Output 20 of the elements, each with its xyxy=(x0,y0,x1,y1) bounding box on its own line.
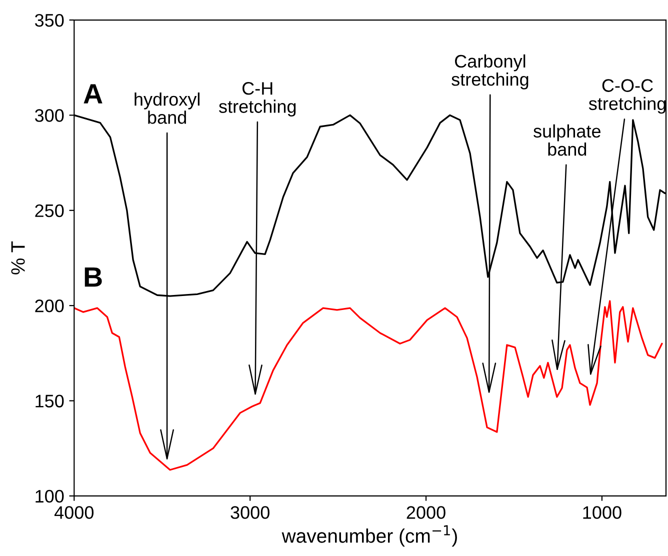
annotation: C-H stretching xyxy=(218,82,296,117)
annotation: Carbonyl stretching xyxy=(452,54,528,90)
series-label: B xyxy=(84,267,102,287)
annotation: sulphate band xyxy=(534,124,600,156)
x-tick-label: 4000 xyxy=(54,506,94,519)
line-series xyxy=(74,300,663,471)
x-tick-label: 1000 xyxy=(583,506,622,519)
y-tick-label: 300 xyxy=(34,109,64,122)
y-tick-label: 350 xyxy=(34,14,64,27)
x-axis-title: wavenumber (cm$^{−1}$) xyxy=(282,525,457,547)
y-axis-title: % T xyxy=(11,241,25,274)
x-tick-label: 2000 xyxy=(406,506,446,519)
series-label: A xyxy=(84,84,102,104)
y-tick-label: 250 xyxy=(35,204,64,218)
y-tick-label: 150 xyxy=(36,394,64,408)
annotation: hydroxyl band xyxy=(134,92,200,124)
y-tick-label: 200 xyxy=(35,300,64,312)
y-tick-label: 100 xyxy=(36,490,64,503)
x-tick-label: 3000 xyxy=(230,506,270,519)
annotation: C-O-C stretching xyxy=(588,79,666,114)
